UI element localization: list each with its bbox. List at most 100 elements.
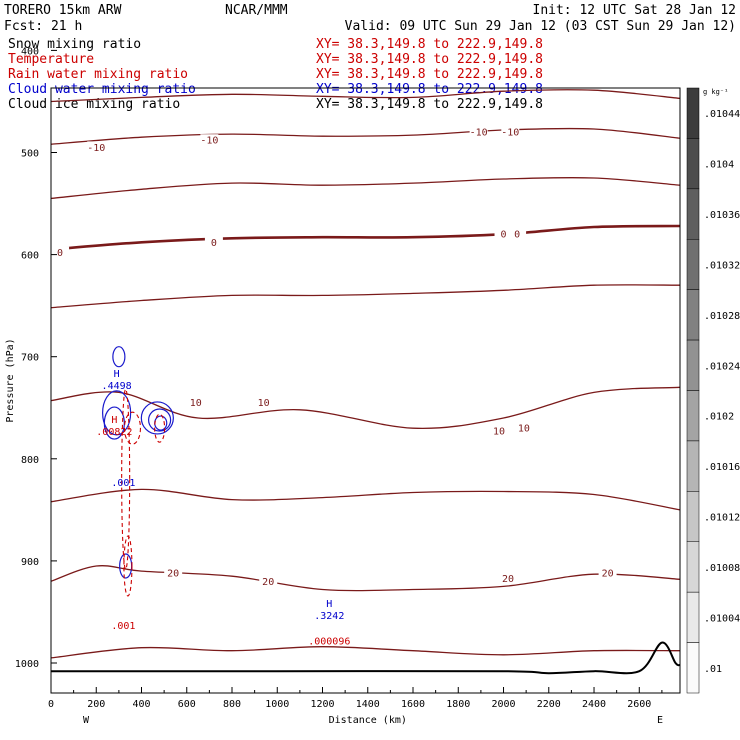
colorbar-label: .01044 [704,109,740,120]
contour-label: 20 [602,569,614,580]
isotherm-line [51,89,680,103]
x-tick-label: 0 [48,699,54,710]
contour-label: -10 [87,143,105,154]
field-name: Rain water mixing ratio [8,67,188,82]
colorbar-label: .01032 [704,260,740,271]
isotherm-line [51,646,680,659]
colorbar-label: .01004 [704,613,740,624]
isotherm-line [51,284,680,309]
field-xy: XY= 38.3,149.8 to 222.9,149.8 [316,37,543,52]
x-tick-label: 600 [178,699,196,710]
terrain-line [51,641,680,675]
contour-label-bg [221,60,239,71]
contour-label: 10 [518,424,530,435]
cloud-water-contour [112,346,126,368]
contour-label: 0 [57,248,63,259]
isotherm-line [51,386,680,430]
rain-water-contour [123,535,133,597]
extremum-value: .000096 [308,636,350,647]
contour-label: -10 [501,128,519,139]
x-tick-label: 1200 [310,699,334,710]
colorbar-units: g kg⁻¹ [703,88,728,96]
field-name: Cloud water mixing ratio [8,82,196,97]
colorbar-cell [686,87,700,139]
field-xy: XY= 38.3,149.8 to 222.9,149.8 [316,82,543,97]
colorbar-label: .01008 [704,563,740,574]
colorbar-cell [686,440,700,492]
contour-label-bg [186,396,205,408]
rain-water-contour [121,388,131,570]
x-axis-label: Distance (km) [329,715,407,726]
extremum-mark: H [326,599,332,610]
colorbar-cell [686,642,700,694]
contour-label: -10 [470,128,488,139]
colorbar-cell [686,390,700,442]
colorbar-cell [686,491,700,543]
contour-label: 20 [502,574,514,585]
colorbar-label: .01 [704,664,722,675]
cloud-water-contour [148,408,172,432]
contour-label-bg [259,575,278,587]
contour-label: 10 [493,427,505,438]
model-label: TORERO 15km ARW [4,3,122,18]
extremum-mark: H [111,415,117,426]
colorbar-label: .01016 [704,462,740,473]
contour-label-bg [514,422,533,434]
field-name: Snow mixing ratio [8,37,141,52]
x-tick-label: 1000 [265,699,289,710]
x-tick-label: 1800 [446,699,470,710]
contour-label: 0 [514,230,520,241]
extremum-value: .3242 [314,611,344,622]
x-tick-label: 200 [87,699,105,710]
contour-label-bg [51,246,70,258]
field-xy: XY= 38.3,149.8 to 222.9,149.8 [316,67,543,82]
contour-label-bg [508,228,527,240]
cloud-water-contour [119,553,133,579]
isotherm-line [51,565,680,592]
cloud-water-contour [140,401,174,435]
x-tick-label: 1600 [401,699,425,710]
plot-inner: -70-60-60-60-30-30-30-20-20-20-20-10-10-… [51,60,680,675]
init-label: Init: 12 UTC Sat 28 Jan 12 [533,3,737,18]
isotherm-line [51,224,680,251]
colorbar-cell [686,541,700,593]
x-tick-label: 2400 [582,699,606,710]
field-xy: XY= 38.3,149.8 to 222.9,149.8 [316,97,543,112]
y-tick-label: 600 [21,251,39,262]
org-label: NCAR/MMM [225,3,288,18]
colorbar-label: .01028 [704,311,740,322]
west-label: W [83,715,90,726]
colorbar-label: .01012 [704,513,740,524]
contour-label: 10 [190,398,202,409]
colorbar-label: .0104 [704,160,734,171]
fcst-label: Fcst: 21 h [4,19,82,34]
contour-label-bg [501,126,520,138]
contour-label: 0 [501,230,507,241]
contour-label: 0 [211,238,217,249]
field-xy: XY= 38.3,149.8 to 222.9,149.8 [316,52,543,67]
x-tick-label: 2200 [537,699,561,710]
y-axis-label: Pressure (hPa) [5,338,16,422]
x-tick-label: 2600 [627,699,651,710]
extremum-value: .4498 [102,381,132,392]
cloud-water-contour [154,415,168,431]
rain-water-contour [154,413,166,443]
contour-label: -20 [221,61,239,72]
colorbar-label: .0102 [704,412,734,423]
contour-label: 10 [258,398,270,409]
extremum-mark: H [114,369,120,380]
x-tick-label: 800 [223,699,241,710]
x-tick-label: 1400 [356,699,380,710]
x-tick-label: 400 [132,699,150,710]
y-tick-label: 400 [21,46,39,57]
extremum-value: .00822 [96,427,132,438]
contour-label-bg [469,126,488,138]
extremum-value: .001 [111,478,135,489]
isotherm-line [51,127,680,145]
y-tick-label: 500 [21,149,39,160]
contour-label-bg [164,567,183,579]
colorbar-cell [686,289,700,341]
valid-label: Valid: 09 UTC Sun 29 Jan 12 (03 CST Sun … [345,19,736,34]
